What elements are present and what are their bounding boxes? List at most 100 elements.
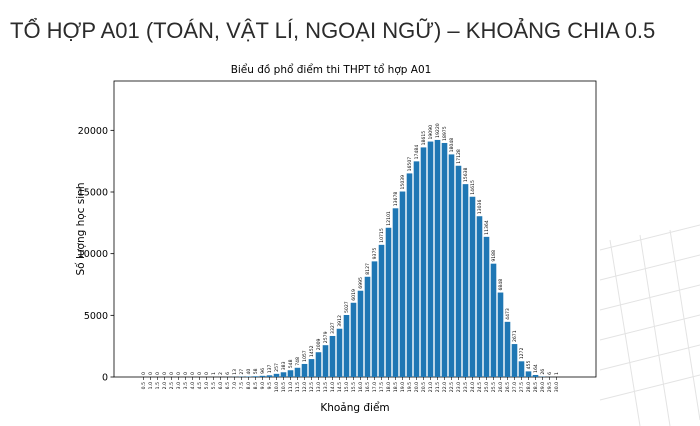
bar-value-label: 2579 <box>323 331 329 343</box>
x-tick-label: 21.0 <box>428 382 434 392</box>
bar-value-label: 6 <box>225 372 231 375</box>
slide-title: TỔ HỢP A01 (TOÁN, VẬT LÍ, NGOẠI NGỮ) – K… <box>10 18 656 43</box>
x-tick-label: 23.5 <box>463 382 469 392</box>
x-tick-label: 10.5 <box>281 382 287 392</box>
bar <box>518 361 525 377</box>
x-tick-label: 24.0 <box>470 382 476 392</box>
y-tick-label: 15000 <box>78 188 108 199</box>
bar-value-label: 16507 <box>407 157 413 172</box>
bar-value-label: 2 <box>218 372 224 375</box>
x-tick-label: 6.0 <box>218 382 224 389</box>
bar <box>448 154 455 377</box>
x-tick-label: 5.0 <box>204 382 210 389</box>
bar <box>483 236 490 377</box>
bar-value-label: 3327 <box>330 322 336 334</box>
chart-panel: Biểu đồ phổ điểm thi THPT tổ hợp A01 0 50… <box>67 57 597 419</box>
bar <box>504 321 511 377</box>
bar <box>455 165 462 377</box>
bar-value-label: 0 <box>155 372 161 375</box>
bar-value-label: 9188 <box>491 250 497 262</box>
y-tick-label: 0 <box>102 373 108 384</box>
bar <box>301 363 308 377</box>
x-tick-label: 4.0 <box>190 382 196 389</box>
bar-value-label: 0 <box>169 372 175 375</box>
x-tick-label: 16.5 <box>365 382 371 392</box>
x-tick-label: 6.5 <box>225 382 231 389</box>
x-tick-label: 8.5 <box>253 382 259 389</box>
bar <box>413 161 420 377</box>
bar <box>273 373 280 377</box>
bar <box>294 367 301 377</box>
x-tick-label: 17.5 <box>379 382 385 392</box>
bar-value-label: 164 <box>533 364 539 373</box>
bar-value-label: 1452 <box>309 345 315 357</box>
x-tick-label: 4.5 <box>197 382 203 389</box>
bar-value-label: 548 <box>288 359 294 368</box>
bar-value-label: 137 <box>267 364 273 373</box>
bar <box>343 315 350 377</box>
bar <box>392 208 399 377</box>
bar-value-label: 12101 <box>386 211 392 226</box>
y-tick-label: 10000 <box>78 249 108 260</box>
x-axis-label: Khoảng điểm <box>320 401 389 414</box>
x-tick-label: 7.0 <box>232 382 238 389</box>
x-tick-label: 17.0 <box>372 382 378 392</box>
x-tick-label: 28.0 <box>526 382 532 392</box>
bar-value-label: 19090 <box>428 125 434 140</box>
bar-value-label: 455 <box>526 361 532 370</box>
x-tick-label: 20.5 <box>421 382 427 392</box>
x-tick-label: 11.5 <box>295 382 301 392</box>
bar-value-label: 18615 <box>421 131 427 146</box>
x-tick-label: 27.5 <box>519 382 525 392</box>
x-tick-label: 2.5 <box>169 382 175 389</box>
bar <box>462 184 469 377</box>
x-tick-label: 19.5 <box>407 382 413 392</box>
score-distribution-chart: Biểu đồ phổ điểm thi THPT tổ hợp A01 0 50… <box>75 63 597 414</box>
x-tick-label: 23.0 <box>456 382 462 392</box>
bar <box>378 244 385 377</box>
bar-value-label: 0 <box>190 372 196 375</box>
bar-value-label: 1 <box>554 372 560 375</box>
bar <box>427 141 434 377</box>
x-tick-label: 10.0 <box>274 382 280 392</box>
bar <box>476 216 483 377</box>
bar <box>511 344 518 377</box>
x-tick-label: 8.0 <box>246 382 252 389</box>
x-tick-label: 24.5 <box>477 382 483 392</box>
bar-value-label: 27 <box>239 369 245 375</box>
bar-value-label: 5027 <box>344 301 350 313</box>
x-tick-label: 21.5 <box>435 382 441 392</box>
x-tick-label: 20.0 <box>414 382 420 392</box>
bar-value-label: 2009 <box>316 338 322 350</box>
bar <box>406 173 413 377</box>
y-tick-label: 20000 <box>78 126 108 137</box>
bar-value-label: 15039 <box>400 175 406 190</box>
bar <box>357 290 364 377</box>
bar-value-label: 15638 <box>463 167 469 182</box>
x-tick-label: 1.0 <box>148 382 154 389</box>
bar-value-label: 383 <box>281 361 287 370</box>
bar-value-label: 3912 <box>337 315 343 327</box>
bar <box>469 196 476 377</box>
x-tick-label: 29.5 <box>547 382 553 392</box>
bar <box>287 370 294 377</box>
bar <box>259 375 266 377</box>
x-tick-label: 11.0 <box>288 382 294 392</box>
x-tick-label: 12.0 <box>302 382 308 392</box>
bar-value-label: 6019 <box>351 289 357 301</box>
x-tick-label: 9.5 <box>267 382 273 389</box>
bar <box>315 352 322 377</box>
bar-value-label: 0 <box>197 372 203 375</box>
bar-value-label: 10715 <box>379 228 385 243</box>
bar-value-label: 1272 <box>519 348 525 360</box>
bar-value-label: 0 <box>141 372 147 375</box>
bar-value-label: 6848 <box>498 279 504 291</box>
bar-value-label: 9375 <box>372 248 378 260</box>
bar-value-label: 0 <box>204 372 210 375</box>
x-tick-label: 25.0 <box>484 382 490 392</box>
y-axis-label: Số lượng học sinh <box>75 183 87 276</box>
x-tick-label: 13.0 <box>316 382 322 392</box>
y-tick-label: 5000 <box>84 311 108 322</box>
x-tick-label: 16.0 <box>358 382 364 392</box>
